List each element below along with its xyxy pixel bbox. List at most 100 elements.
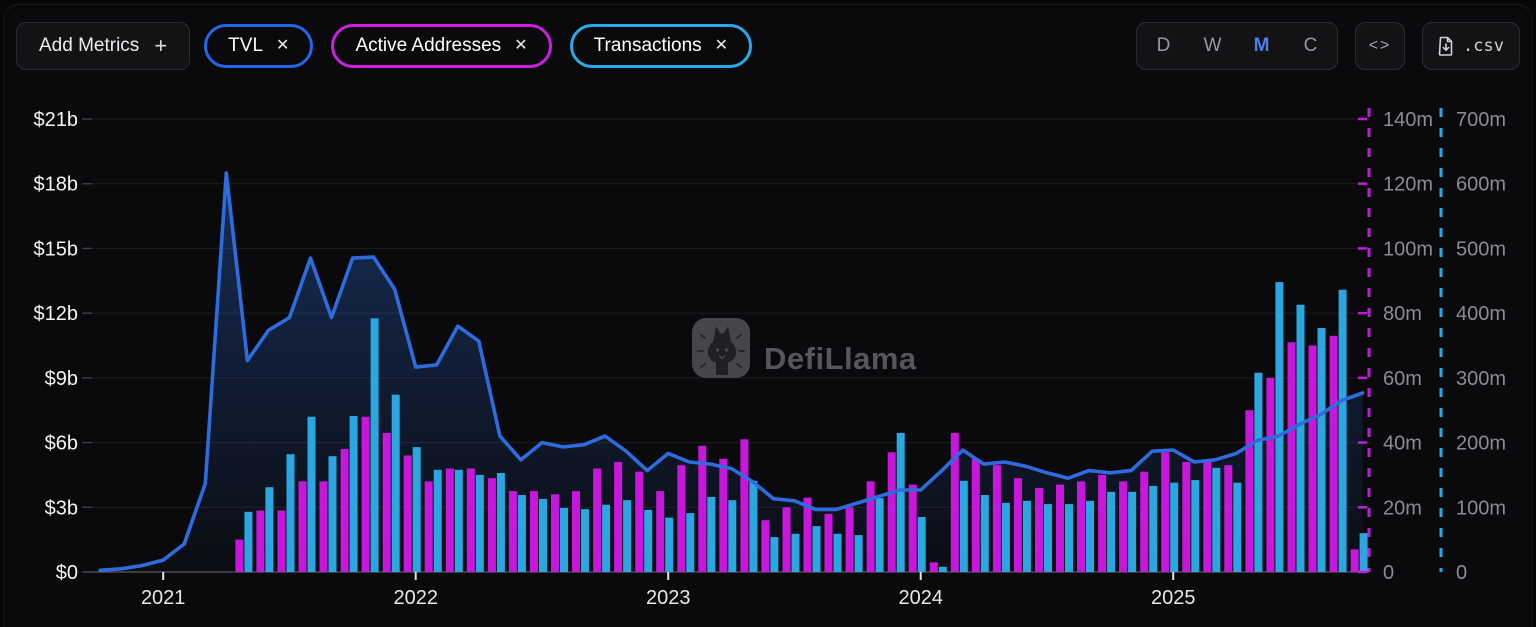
transactions-bar[interactable] bbox=[1275, 282, 1284, 572]
transactions-bar[interactable] bbox=[1149, 485, 1158, 572]
transactions-bar[interactable] bbox=[644, 509, 653, 572]
transactions-bar[interactable] bbox=[791, 533, 800, 572]
active-addresses-bar[interactable] bbox=[1056, 484, 1064, 572]
transactions-bar[interactable] bbox=[265, 487, 274, 572]
transactions-bar[interactable] bbox=[770, 537, 779, 572]
transactions-bar[interactable] bbox=[854, 535, 863, 572]
download-csv-button[interactable]: .csv bbox=[1422, 22, 1520, 70]
transactions-bar[interactable] bbox=[433, 469, 442, 572]
transactions-bar[interactable] bbox=[1338, 289, 1347, 572]
tvl-line[interactable] bbox=[98, 171, 1365, 573]
active-addresses-bar[interactable] bbox=[719, 458, 728, 573]
active-addresses-bar[interactable] bbox=[698, 445, 707, 572]
transactions-bar[interactable] bbox=[454, 469, 463, 572]
active-addresses-bar[interactable] bbox=[487, 478, 496, 572]
active-addresses-bar[interactable] bbox=[1350, 549, 1359, 572]
transactions-bar[interactable] bbox=[749, 480, 758, 572]
active-addresses-bar[interactable] bbox=[1161, 452, 1170, 572]
pill-tvl[interactable]: TVL ✕ bbox=[204, 24, 314, 68]
active-addresses-bar[interactable] bbox=[782, 507, 791, 572]
close-icon[interactable]: ✕ bbox=[714, 37, 729, 54]
transactions-bar[interactable] bbox=[1001, 502, 1010, 572]
active-addresses-bar[interactable] bbox=[908, 484, 917, 572]
transactions-bar[interactable] bbox=[349, 416, 358, 572]
active-addresses-bar[interactable] bbox=[1119, 481, 1128, 572]
active-addresses-bar[interactable] bbox=[929, 562, 938, 572]
active-addresses-bar[interactable] bbox=[845, 507, 854, 572]
transactions-bar[interactable] bbox=[1254, 372, 1263, 572]
range-option-weekly[interactable]: W bbox=[1203, 35, 1222, 56]
range-option-cumulative[interactable]: C bbox=[1303, 35, 1318, 56]
transactions-bar[interactable] bbox=[728, 500, 737, 572]
active-addresses-bar[interactable] bbox=[298, 481, 307, 572]
transactions-bar[interactable] bbox=[244, 511, 253, 572]
active-addresses-bar[interactable] bbox=[235, 539, 244, 572]
transactions-bar[interactable] bbox=[1359, 533, 1368, 572]
active-addresses-bar[interactable] bbox=[319, 481, 328, 572]
transactions-bar[interactable] bbox=[1233, 482, 1242, 572]
transactions-bar[interactable] bbox=[665, 517, 674, 572]
transactions-bar[interactable] bbox=[412, 447, 421, 572]
transactions-bar[interactable] bbox=[623, 500, 632, 572]
active-addresses-bar[interactable] bbox=[593, 468, 602, 573]
transactions-bar[interactable] bbox=[1107, 491, 1116, 572]
active-addresses-bar[interactable] bbox=[1035, 487, 1043, 572]
transactions-bar[interactable] bbox=[1086, 500, 1094, 572]
transactions-bar[interactable] bbox=[1317, 328, 1326, 572]
active-addresses-bar[interactable] bbox=[1224, 465, 1233, 572]
transactions-bar[interactable] bbox=[370, 318, 379, 572]
active-addresses-bar[interactable] bbox=[361, 416, 370, 572]
transactions-bar[interactable] bbox=[1191, 480, 1200, 572]
active-addresses-bar[interactable] bbox=[445, 468, 454, 573]
transactions-bar[interactable] bbox=[560, 507, 568, 572]
close-icon[interactable]: ✕ bbox=[514, 37, 528, 54]
close-icon[interactable]: ✕ bbox=[276, 37, 290, 54]
transactions-bar[interactable] bbox=[496, 473, 505, 572]
active-addresses-bar[interactable] bbox=[677, 465, 686, 572]
pill-transactions[interactable]: Transactions ✕ bbox=[569, 24, 753, 68]
transactions-bar[interactable] bbox=[539, 498, 547, 572]
active-addresses-bar[interactable] bbox=[551, 494, 559, 572]
active-addresses-bar[interactable] bbox=[466, 468, 475, 573]
transactions-bar[interactable] bbox=[602, 504, 611, 572]
active-addresses-bar[interactable] bbox=[1308, 345, 1317, 573]
transactions-bar[interactable] bbox=[875, 498, 884, 572]
active-addresses-bar[interactable] bbox=[803, 497, 812, 572]
transactions-bar[interactable] bbox=[286, 454, 295, 572]
active-addresses-bar[interactable] bbox=[1140, 471, 1149, 572]
active-addresses-bar[interactable] bbox=[382, 432, 391, 572]
active-addresses-bar[interactable] bbox=[1077, 481, 1085, 572]
active-addresses-bar[interactable] bbox=[1098, 474, 1107, 572]
active-addresses-bar[interactable] bbox=[403, 455, 412, 573]
transactions-bar[interactable] bbox=[938, 566, 947, 572]
active-addresses-bar[interactable] bbox=[761, 520, 770, 572]
active-addresses-bar[interactable] bbox=[1203, 462, 1212, 572]
active-addresses-bar[interactable] bbox=[256, 510, 265, 573]
active-addresses-bar[interactable] bbox=[277, 510, 286, 573]
transactions-bar[interactable] bbox=[1022, 500, 1031, 572]
transactions-bar[interactable] bbox=[1065, 504, 1073, 572]
transactions-bar[interactable] bbox=[917, 517, 926, 572]
transactions-bar[interactable] bbox=[1128, 491, 1137, 572]
transactions-bar[interactable] bbox=[812, 526, 821, 572]
transactions-bar[interactable] bbox=[328, 456, 337, 572]
add-metrics-button[interactable]: Add Metrics + bbox=[16, 22, 191, 70]
transactions-bar[interactable] bbox=[391, 394, 400, 572]
active-addresses-bar[interactable] bbox=[1182, 462, 1191, 572]
range-option-daily[interactable]: D bbox=[1156, 35, 1171, 56]
active-addresses-bar[interactable] bbox=[866, 481, 875, 572]
transactions-bar[interactable] bbox=[307, 416, 316, 572]
transactions-bar[interactable] bbox=[1212, 467, 1221, 572]
active-addresses-bar[interactable] bbox=[635, 471, 644, 572]
transactions-bar[interactable] bbox=[1170, 482, 1179, 572]
active-addresses-bar[interactable] bbox=[424, 481, 433, 572]
transactions-bar[interactable] bbox=[833, 533, 842, 572]
active-addresses-bar[interactable] bbox=[1329, 335, 1338, 572]
transactions-bar[interactable] bbox=[581, 509, 589, 572]
transactions-bar[interactable] bbox=[1296, 304, 1305, 572]
active-addresses-bar[interactable] bbox=[340, 449, 349, 572]
active-addresses-bar[interactable] bbox=[950, 432, 959, 572]
active-addresses-bar[interactable] bbox=[971, 458, 980, 573]
active-addresses-bar[interactable] bbox=[572, 491, 580, 572]
